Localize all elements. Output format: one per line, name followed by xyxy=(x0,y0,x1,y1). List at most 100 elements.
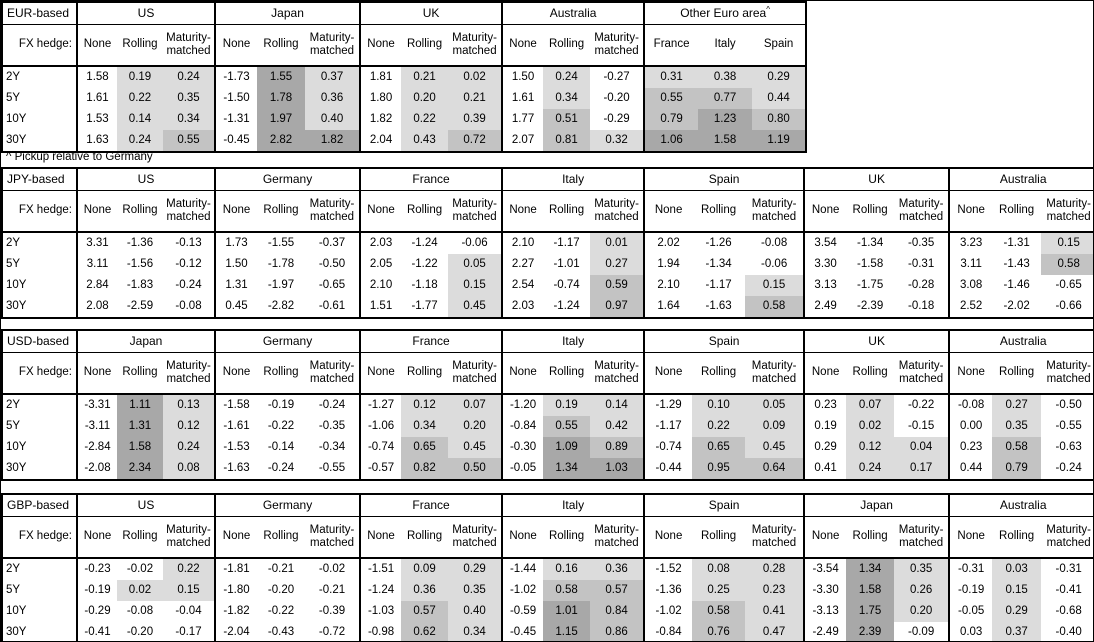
value-cell: -0.84 xyxy=(501,416,544,437)
value-cell: -0.50 xyxy=(1055,398,1082,411)
col-header: None xyxy=(803,352,847,395)
col-header: Maturity-matched xyxy=(305,24,361,67)
value-cell: 1.19 xyxy=(752,130,807,152)
col-header: Maturity-matched xyxy=(894,190,950,233)
col-header: Rolling xyxy=(543,24,591,67)
value-cell: -1.52 xyxy=(643,558,693,580)
value-cell: -1.22 xyxy=(411,257,438,270)
value-cell: 2.39 xyxy=(846,622,895,641)
value-cell: -0.74 xyxy=(643,437,693,458)
col-header: Rolling xyxy=(543,516,591,559)
value-cell: 2.02 xyxy=(643,232,693,254)
group-header-uk: UK xyxy=(803,168,950,191)
base-currency-label: EUR-based xyxy=(2,2,77,25)
col-header: None xyxy=(803,516,847,559)
value-cell: 0.35 xyxy=(992,416,1042,437)
tenor-label: 5Y xyxy=(6,257,21,270)
table-row: 10Y -2.84 1.58 0.24 -1.53 -0.14 -0.34 -0.74 0.65… xyxy=(2,437,1093,458)
value-cell: 2.49 xyxy=(803,296,847,318)
value-cell: -0.45 xyxy=(501,622,544,641)
value-cell: 0.17 xyxy=(894,458,950,480)
value-cell: -1.77 xyxy=(411,299,438,312)
group-header-italy: Italy xyxy=(501,168,645,191)
value-cell: 1.09 xyxy=(543,437,591,458)
value-cell: 0.44 xyxy=(752,88,807,109)
value-cell: 0.57 xyxy=(590,580,645,601)
value-cell: 1.97 xyxy=(257,109,306,130)
value-cell: -0.65 xyxy=(1055,278,1082,291)
value-cell: -1.24 xyxy=(553,299,580,312)
value-cell: 0.27 xyxy=(992,394,1042,416)
col-header: None xyxy=(76,352,117,395)
value-cell: 0.04 xyxy=(894,437,950,458)
value-cell: -0.13 xyxy=(175,236,202,249)
value-cell: 0.22 xyxy=(163,558,216,580)
value-cell: 0.20 xyxy=(448,416,503,437)
value-cell: -1.58 xyxy=(214,394,258,416)
group-header-spain: Spain xyxy=(643,330,805,353)
value-cell: -0.21 xyxy=(267,562,295,575)
value-cell: -1.34 xyxy=(857,236,884,249)
value-cell: 0.34 xyxy=(543,88,591,109)
col-header: None xyxy=(948,352,993,395)
value-cell: -1.26 xyxy=(705,236,732,249)
value-cell: -0.31 xyxy=(908,257,935,270)
value-cell: 0.80 xyxy=(752,109,807,130)
group-header-germany: Germany xyxy=(214,330,361,353)
value-cell: 0.82 xyxy=(401,458,449,480)
group-header-japan: Japan xyxy=(214,2,361,25)
value-cell: 0.58 xyxy=(992,437,1042,458)
value-cell: 0.27 xyxy=(590,254,645,275)
value-cell: -0.02 xyxy=(318,562,346,575)
value-cell: 0.86 xyxy=(590,622,645,641)
value-cell: -0.21 xyxy=(318,583,346,596)
col-header: None xyxy=(359,516,402,559)
value-cell: -0.19 xyxy=(948,580,993,601)
value-cell: 0.19 xyxy=(117,66,163,88)
value-cell: 0.24 xyxy=(163,66,216,88)
value-cell: 0.26 xyxy=(894,580,950,601)
value-cell: 0.34 xyxy=(401,416,449,437)
tenor-label: 5Y xyxy=(6,419,21,432)
value-cell: 1.61 xyxy=(76,88,117,109)
col-header: Maturity-matched xyxy=(163,352,216,395)
value-cell: 0.38 xyxy=(698,66,753,88)
col-header: Maturity-matched xyxy=(305,516,361,559)
value-cell: -0.37 xyxy=(318,236,346,249)
value-cell: 0.81 xyxy=(543,130,591,152)
value-cell: -1.29 xyxy=(643,394,693,416)
value-cell: 0.34 xyxy=(163,109,216,130)
value-cell: 0.79 xyxy=(992,458,1042,480)
value-cell: 2.84 xyxy=(76,275,117,296)
table-row: 5Y 1.61 0.22 0.35 -1.50 1.78 0.36 1.80 0.20 0.21 1… xyxy=(2,88,807,109)
table-usd-based: USD-based Japan Germany France Italy Spain UK A… xyxy=(1,329,1093,481)
value-cell: -0.74 xyxy=(553,278,580,291)
value-cell: -1.63 xyxy=(214,458,258,480)
value-cell: 1.34 xyxy=(543,458,591,480)
col-header: None xyxy=(501,352,544,395)
value-cell: 0.12 xyxy=(401,394,449,416)
col-header: Maturity-matched xyxy=(448,352,503,395)
value-cell: 0.15 xyxy=(163,580,216,601)
value-cell: 0.24 xyxy=(543,66,591,88)
value-cell: 0.58 xyxy=(543,580,591,601)
table-row: 30Y 2.08 -2.59 -0.08 0.45 -2.82 -0.61 1.51 -1.77… xyxy=(2,296,1093,318)
group-header-france: France xyxy=(359,168,503,191)
value-cell: -1.43 xyxy=(1003,257,1030,270)
value-cell: -0.55 xyxy=(318,461,346,474)
value-cell: -0.98 xyxy=(359,622,402,641)
value-cell: 0.77 xyxy=(698,88,753,109)
value-cell: 0.09 xyxy=(745,416,805,437)
group-header-uk: UK xyxy=(803,330,950,353)
value-cell: -3.30 xyxy=(803,580,847,601)
col-header: None xyxy=(643,516,693,559)
col-header: None xyxy=(643,352,693,395)
table-gbp-based: GBP-based US Germany France Italy Spain Japan A… xyxy=(1,493,1093,641)
value-cell: 1.06 xyxy=(643,130,699,152)
value-cell: -1.01 xyxy=(553,257,580,270)
group-header-japan: Japan xyxy=(803,494,950,517)
value-cell: 0.79 xyxy=(643,109,699,130)
value-cell: -1.97 xyxy=(267,278,295,291)
col-header: None xyxy=(359,190,402,233)
value-cell: 2.10 xyxy=(643,275,693,296)
